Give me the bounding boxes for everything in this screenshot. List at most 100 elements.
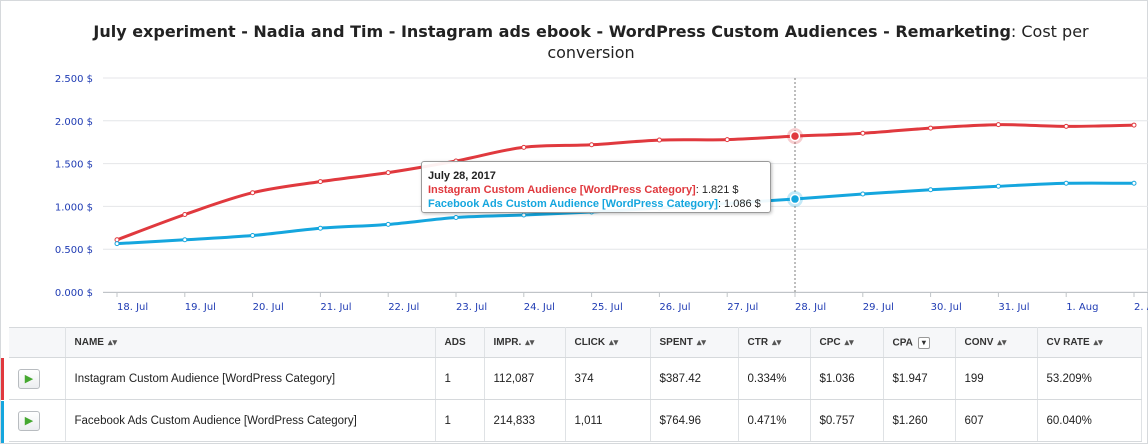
col-header-spent[interactable]: SPENT ▴▾	[650, 327, 739, 358]
cell-ads: 1	[435, 357, 485, 400]
x-tick-label: 29. Jul	[863, 302, 894, 313]
x-tick-label: 19. Jul	[185, 302, 216, 313]
x-tick-label: 20. Jul	[253, 302, 284, 313]
y-tick-label: 1.000 $	[55, 202, 93, 213]
x-tick-label: 24. Jul	[524, 302, 555, 313]
col-header-label: CONV	[964, 337, 994, 348]
cell-spent: $387.42	[650, 357, 739, 400]
tooltip-series-value: : 1.086 $	[717, 198, 761, 210]
col-header-action	[9, 327, 66, 358]
sort-icon[interactable]: ▴▾	[772, 337, 782, 347]
col-header-label: SPENT	[659, 337, 693, 348]
data-point	[114, 241, 120, 247]
cell-click: 374	[565, 357, 651, 400]
data-point	[656, 137, 662, 143]
data-point	[1131, 122, 1137, 128]
tooltip-series-value: : 1.821 $	[695, 184, 739, 196]
cell-impr: 112,087	[484, 357, 566, 400]
col-header-click[interactable]: CLICK ▴▾	[565, 327, 651, 358]
x-tick-label: 23. Jul	[456, 302, 487, 313]
y-tick-label: 2.000 $	[55, 117, 93, 128]
x-tick-label: 18. Jul	[117, 302, 148, 313]
col-header-label: ADS	[444, 337, 466, 348]
row-action-cell: ▶	[9, 357, 66, 400]
x-tick-label: 2. A...	[1134, 302, 1148, 313]
data-point	[182, 212, 188, 218]
chart-title-main: July experiment - Nadia and Tim - Instag…	[93, 22, 1011, 41]
data-point	[317, 179, 323, 185]
col-header-cpc[interactable]: CPC ▴▾	[810, 327, 884, 358]
col-header-label: IMPR.	[493, 337, 522, 348]
tooltip-series-name: Facebook Ads Custom Audience [WordPress …	[428, 198, 718, 210]
tooltip-row-facebook: Facebook Ads Custom Audience [WordPress …	[428, 197, 770, 211]
col-header-label: CLICK	[574, 337, 606, 348]
col-header-cv-rate[interactable]: CV RATE ▴▾	[1037, 327, 1142, 358]
x-tick-label: 26. Jul	[659, 302, 690, 313]
cell-click: 1,011	[565, 399, 651, 442]
x-tick-label: 31. Jul	[998, 302, 1029, 313]
col-header-name[interactable]: NAME ▴▾	[65, 327, 436, 358]
data-point	[995, 122, 1001, 128]
col-header-label: CV RATE	[1046, 337, 1090, 348]
sort-icon[interactable]: ▴▾	[997, 337, 1007, 347]
col-header-impr[interactable]: IMPR. ▴▾	[484, 327, 566, 358]
table-row: ▶ Instagram Custom Audience [WordPress C…	[9, 357, 1142, 400]
cell-cpa: $1.260	[883, 399, 956, 442]
cell-ctr: 0.471%	[738, 399, 811, 442]
row-color-marker-facebook	[1, 401, 4, 443]
x-tick-label: 21. Jul	[320, 302, 351, 313]
cell-spent: $764.96	[650, 399, 739, 442]
campaign-table: NAME ▴▾ ADS IMPR. ▴▾ CLICK ▴▾ SPENT ▴▾ CTR ▴▾…	[9, 327, 1142, 442]
cell-ads: 1	[435, 399, 485, 442]
y-tick-label: 1.500 $	[55, 160, 93, 171]
sort-icon[interactable]: ▴▾	[525, 337, 535, 347]
line-chart[interactable]: 0.000 $ 0.500 $ 1.000 $ 1.500 $ 2.000 $ 2.500…	[1, 1, 1148, 327]
chart-title-metric: : Cost per conversion	[547, 22, 1089, 62]
cell-cpa: $1.947	[883, 357, 956, 400]
cell-conv: 607	[955, 399, 1038, 442]
sort-icon[interactable]: ▴▾	[1093, 337, 1103, 347]
tooltip-series-name: Instagram Custom Audience [WordPress Cat…	[428, 184, 696, 196]
cell-cpc: $0.757	[810, 399, 884, 442]
x-tick-label: 27. Jul	[727, 302, 758, 313]
data-point	[182, 237, 188, 243]
cell-conv: 199	[955, 357, 1038, 400]
col-header-conv[interactable]: CONV ▴▾	[955, 327, 1038, 358]
tooltip-row-instagram: Instagram Custom Audience [WordPress Cat…	[428, 183, 770, 197]
data-point	[724, 137, 730, 143]
x-tick-label: 25. Jul	[592, 302, 623, 313]
data-point	[860, 191, 866, 197]
data-point	[589, 142, 595, 148]
sort-icon[interactable]: ▴▾	[696, 337, 706, 347]
cell-ctr: 0.334%	[738, 357, 811, 400]
chart-tooltip: July 28, 2017 Instagram Custom Audience …	[421, 161, 771, 213]
x-tick-label: 30. Jul	[931, 302, 962, 313]
col-header-cpa[interactable]: CPA ▾	[883, 327, 956, 358]
data-point	[317, 225, 323, 231]
sort-icon[interactable]: ▴▾	[844, 337, 854, 347]
cell-name: Facebook Ads Custom Audience [WordPress …	[65, 399, 436, 442]
play-icon[interactable]: ▶	[18, 410, 40, 431]
chart-title: July experiment - Nadia and Tim - Instag…	[61, 21, 1121, 63]
col-header-ctr[interactable]: CTR ▴▾	[738, 327, 811, 358]
cell-cpc: $1.036	[810, 357, 884, 400]
data-point	[1063, 180, 1069, 186]
data-point	[1063, 123, 1069, 129]
col-header-label: CPA	[892, 337, 913, 349]
col-header-ads: ADS	[435, 327, 485, 358]
x-tick-label: 22. Jul	[388, 302, 419, 313]
sort-icon[interactable]: ▴▾	[107, 337, 117, 347]
data-point	[250, 233, 256, 239]
data-point	[1131, 180, 1137, 186]
data-point	[385, 221, 391, 227]
cell-name: Instagram Custom Audience [WordPress Cat…	[65, 357, 436, 400]
sort-desc-icon[interactable]: ▾	[917, 336, 930, 349]
data-point	[521, 144, 527, 150]
play-icon[interactable]: ▶	[18, 368, 40, 389]
sort-icon[interactable]: ▴▾	[609, 337, 619, 347]
highlight-point	[789, 193, 801, 205]
col-header-label: NAME	[74, 337, 104, 348]
data-point	[928, 125, 934, 131]
table-row: ▶ Facebook Ads Custom Audience [WordPres…	[9, 399, 1142, 442]
